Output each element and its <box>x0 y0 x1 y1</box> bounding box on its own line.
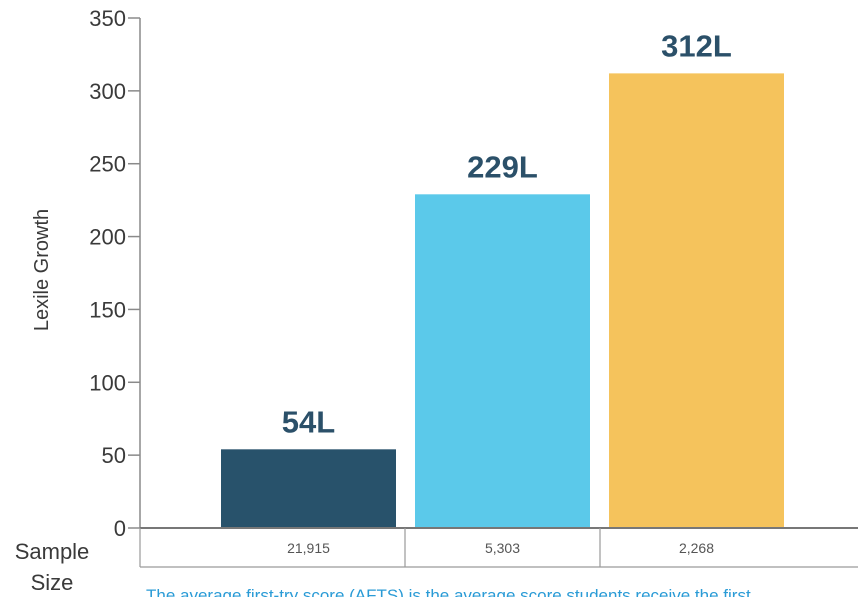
sample-size-dividers <box>404 528 601 567</box>
data-label-3: 312L <box>661 28 732 63</box>
sample-size-value-1: 21,915 <box>287 540 330 556</box>
data-labels: 54L 229L 312L <box>282 28 732 439</box>
bar-series <box>221 73 784 529</box>
sample-size-values: 21,915 5,303 2,268 <box>287 540 714 556</box>
footnote-text: The average first-try score (AFTS) is th… <box>146 586 751 597</box>
y-tick-label: 300 <box>89 79 126 104</box>
bar-3 <box>609 73 784 528</box>
data-label-1: 54L <box>282 404 335 439</box>
y-axis-title: Lexile Growth <box>31 209 53 331</box>
y-tick-label: 0 <box>114 516 126 541</box>
sample-size-title-line1: Sample <box>15 539 90 564</box>
y-tick-label: 350 <box>89 6 126 31</box>
sample-size-value-3: 2,268 <box>679 540 714 556</box>
sample-size-value-2: 5,303 <box>485 540 520 556</box>
sample-size-title-line2: Size <box>31 570 74 595</box>
y-tick-label: 200 <box>89 225 126 250</box>
bar-2 <box>415 194 590 529</box>
y-tick-label: 250 <box>89 152 126 177</box>
y-axis-ticks: 0 50 100 150 200 250 300 350 <box>89 6 140 541</box>
data-label-2: 229L <box>467 149 538 184</box>
y-tick-label: 100 <box>89 370 126 395</box>
bar-1 <box>221 449 396 528</box>
y-tick-label: 50 <box>102 443 126 468</box>
y-tick-label: 150 <box>89 297 126 322</box>
